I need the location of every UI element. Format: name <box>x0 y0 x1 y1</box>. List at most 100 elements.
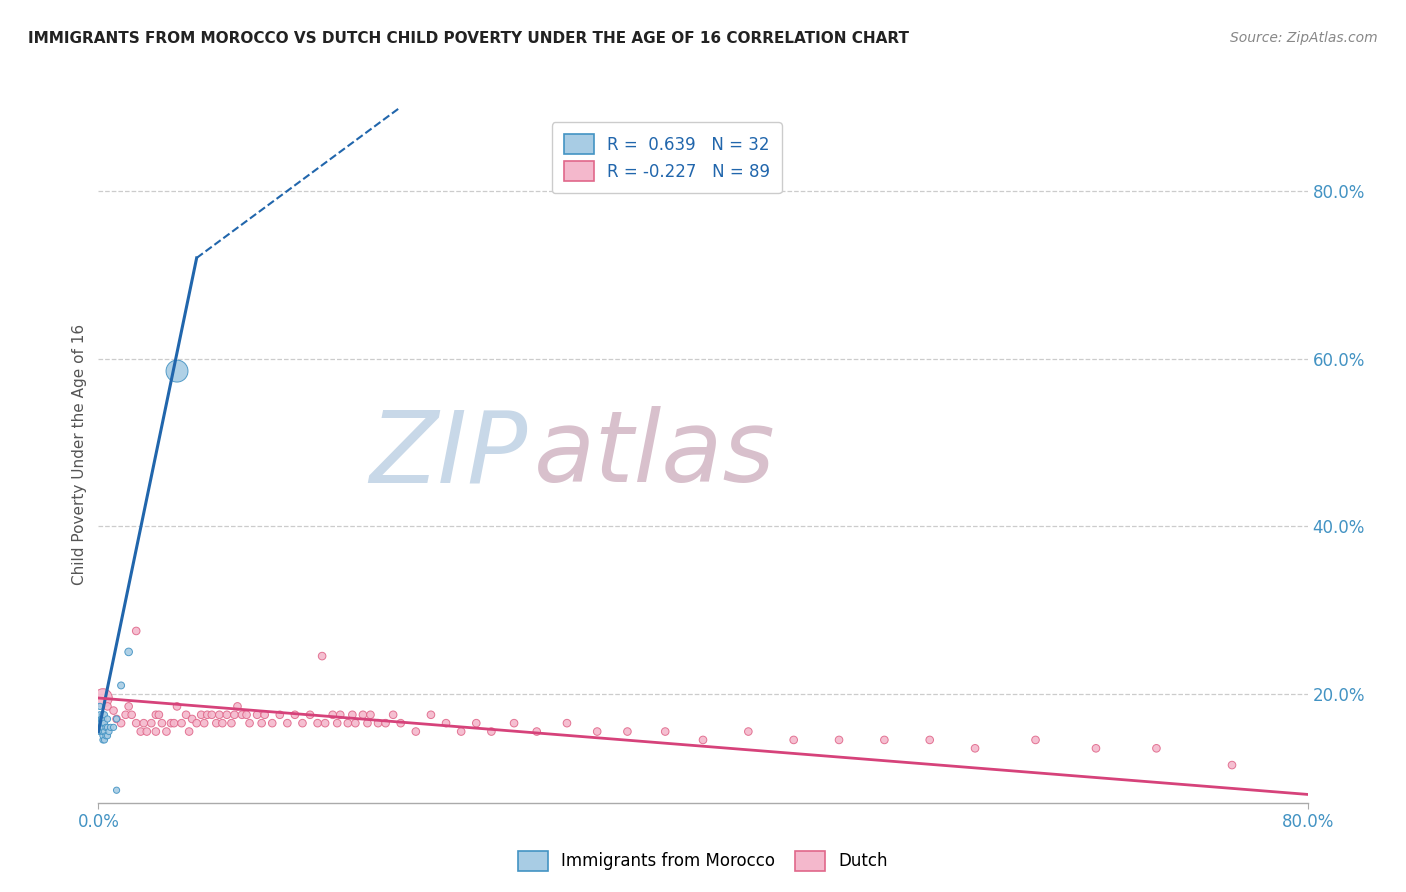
Point <box>307 716 329 731</box>
Point <box>450 724 472 739</box>
Point <box>90 720 112 734</box>
Point <box>114 707 136 722</box>
Point <box>326 716 349 731</box>
Point <box>135 724 157 739</box>
Point <box>918 733 941 747</box>
Point <box>179 724 201 739</box>
Point <box>96 712 118 726</box>
Point <box>91 716 114 731</box>
Point <box>873 733 896 747</box>
Point <box>91 724 114 739</box>
Point <box>250 716 273 731</box>
Point <box>616 724 638 739</box>
Point <box>93 707 115 722</box>
Point <box>93 724 115 739</box>
Point <box>382 707 405 722</box>
Point <box>481 724 503 739</box>
Point <box>93 716 115 731</box>
Point <box>105 712 128 726</box>
Point <box>374 716 396 731</box>
Point <box>367 716 389 731</box>
Point <box>110 678 132 692</box>
Point <box>291 716 314 731</box>
Point <box>103 704 125 718</box>
Point <box>145 724 167 739</box>
Point <box>235 707 257 722</box>
Point <box>163 716 186 731</box>
Point <box>253 707 276 722</box>
Point <box>1220 758 1243 772</box>
Point <box>91 720 114 734</box>
Point <box>231 707 253 722</box>
Point <box>215 707 238 722</box>
Point <box>965 741 987 756</box>
Point <box>91 712 114 726</box>
Point <box>91 707 114 722</box>
Point <box>89 707 111 722</box>
Point <box>90 724 112 739</box>
Point <box>224 707 246 722</box>
Point <box>405 724 427 739</box>
Point <box>221 716 243 731</box>
Point <box>284 707 307 722</box>
Point <box>93 733 115 747</box>
Point <box>211 716 233 731</box>
Point <box>91 729 114 743</box>
Text: Source: ZipAtlas.com: Source: ZipAtlas.com <box>1230 31 1378 45</box>
Point <box>100 720 122 734</box>
Point <box>193 716 215 731</box>
Text: atlas: atlas <box>534 407 775 503</box>
Point <box>1024 733 1046 747</box>
Point <box>160 716 183 731</box>
Point <box>208 707 231 722</box>
Point <box>352 707 374 722</box>
Point <box>118 645 141 659</box>
Point <box>586 724 609 739</box>
Point <box>186 716 208 731</box>
Point <box>205 716 228 731</box>
Point <box>129 724 152 739</box>
Point <box>329 707 352 722</box>
Point <box>465 716 488 731</box>
Point <box>1085 741 1108 756</box>
Point <box>141 716 163 731</box>
Point <box>654 724 676 739</box>
Point <box>145 707 167 722</box>
Point <box>434 716 457 731</box>
Point <box>89 716 111 731</box>
Point <box>311 649 333 664</box>
Point <box>322 707 344 722</box>
Y-axis label: Child Poverty Under the Age of 16: Child Poverty Under the Age of 16 <box>72 325 87 585</box>
Point <box>166 364 188 378</box>
Point <box>195 707 218 722</box>
Point <box>89 699 111 714</box>
Point <box>269 707 291 722</box>
Point <box>828 733 851 747</box>
Point <box>503 716 526 731</box>
Point <box>356 716 378 731</box>
Point <box>314 716 336 731</box>
Point <box>103 720 125 734</box>
Point <box>110 716 132 731</box>
Point <box>125 716 148 731</box>
Legend: Immigrants from Morocco, Dutch: Immigrants from Morocco, Dutch <box>509 842 897 880</box>
Point <box>336 716 359 731</box>
Point <box>91 733 114 747</box>
Point <box>174 707 197 722</box>
Point <box>344 716 367 731</box>
Point <box>91 691 114 706</box>
Point <box>170 716 193 731</box>
Text: ZIP: ZIP <box>370 407 527 503</box>
Point <box>121 707 143 722</box>
Point <box>96 720 118 734</box>
Point <box>226 699 249 714</box>
Point <box>98 724 121 739</box>
Point <box>239 716 262 731</box>
Point <box>94 729 117 743</box>
Point <box>783 733 806 747</box>
Point <box>118 699 141 714</box>
Point <box>132 716 155 731</box>
Point <box>105 783 128 797</box>
Point <box>94 720 117 734</box>
Point <box>90 716 112 731</box>
